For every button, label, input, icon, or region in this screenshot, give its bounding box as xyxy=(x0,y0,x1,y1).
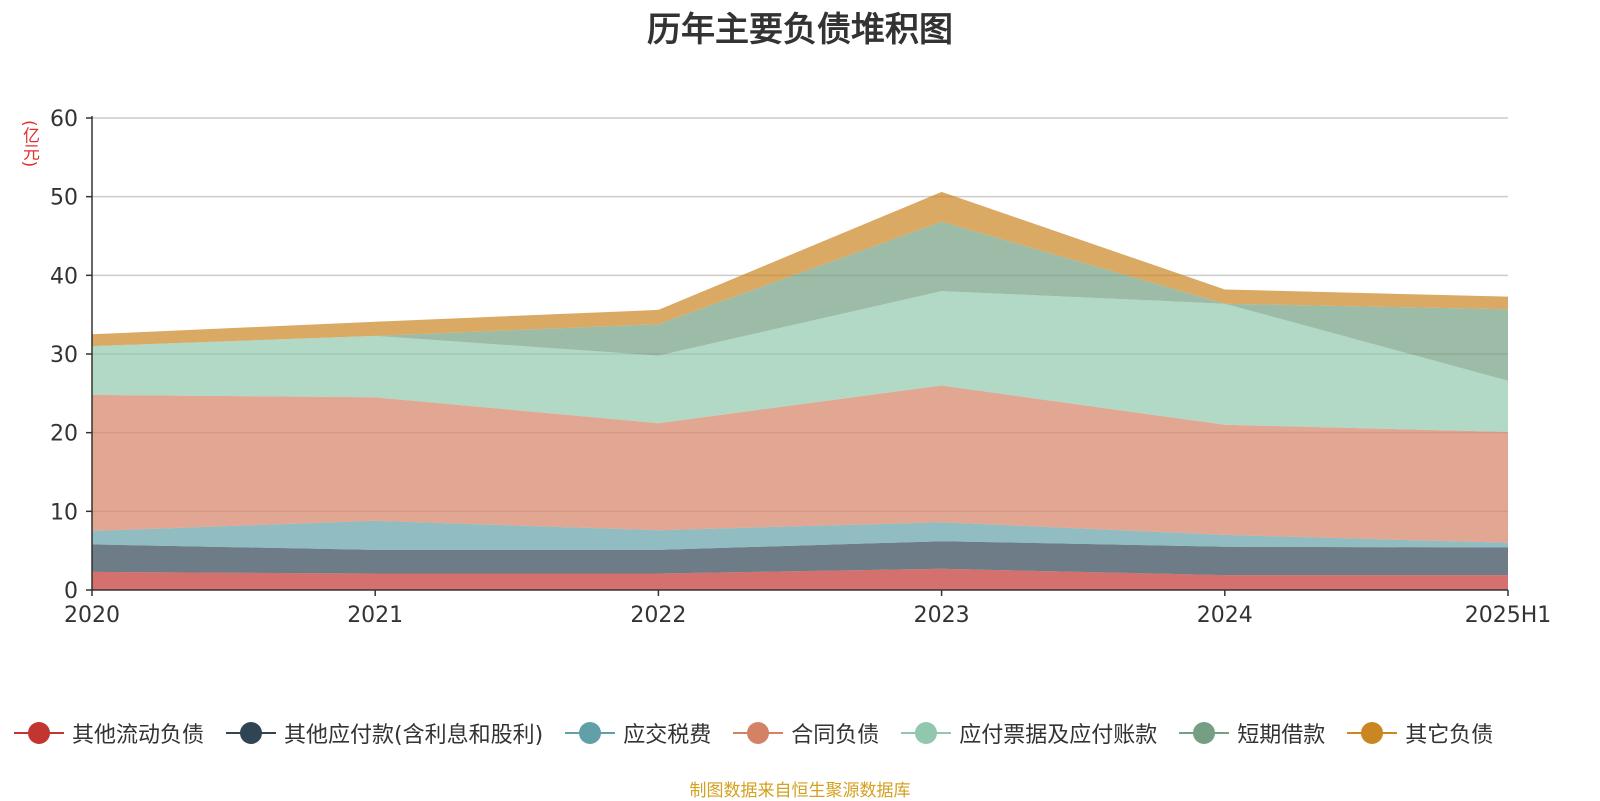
x-tick-label: 2025H1 xyxy=(1465,603,1552,628)
legend-label: 其它负债 xyxy=(1405,723,1494,748)
legend-label: 其他应付款(含利息和股利) xyxy=(284,723,544,748)
legend-label: 合同负债 xyxy=(791,723,880,748)
area-series-5 xyxy=(92,291,1508,432)
legend-item[interactable]: 合同负债 xyxy=(733,717,879,749)
x-tick-label: 2020 xyxy=(64,603,120,628)
legend-label: 其他流动负债 xyxy=(72,723,205,748)
y-tick-label: 30 xyxy=(50,343,78,368)
legend-item[interactable]: 其他流动负债 xyxy=(14,717,204,749)
legend-item[interactable]: 其他应付款(含利息和股利) xyxy=(226,717,543,749)
legend-item[interactable]: 应付票据及应付账款 xyxy=(901,717,1157,749)
legend-marker-icon xyxy=(901,721,952,745)
legend-item[interactable]: 短期借款 xyxy=(1179,717,1325,749)
legend-label: 应付票据及应付账款 xyxy=(959,723,1158,748)
y-tick-label: 60 xyxy=(50,107,78,132)
legend-label: 短期借款 xyxy=(1237,723,1326,748)
legend-marker-icon xyxy=(1179,721,1230,745)
y-tick-label: 10 xyxy=(50,500,78,525)
legend-label: 应交税费 xyxy=(623,723,712,748)
y-tick-label: 50 xyxy=(50,186,78,211)
x-tick-label: 2023 xyxy=(914,603,970,628)
area-series-2 xyxy=(92,541,1508,576)
y-tick-label: 0 xyxy=(64,579,78,604)
legend-marker-icon xyxy=(226,721,277,745)
area-series-3 xyxy=(92,520,1508,550)
area-series-layer xyxy=(92,191,1508,590)
y-tick-label: 20 xyxy=(50,422,78,447)
chart-title: 历年主要负债堆积图 xyxy=(647,10,953,50)
y-axis-unit-label: (亿元) xyxy=(19,120,39,168)
legend-item[interactable]: 其它负债 xyxy=(1347,717,1493,749)
legend: 其他流动负债 其他应付款(含利息和股利) 应交税费 合同负债 应付票据及应付账款 短期借款… xyxy=(14,716,1600,750)
area-series-1 xyxy=(92,568,1508,590)
legend-marker-icon xyxy=(1347,721,1398,745)
x-tick-label: 2024 xyxy=(1197,603,1253,628)
legend-marker-icon xyxy=(14,721,64,745)
legend-marker-icon xyxy=(733,721,784,745)
axes: 0 10 20 30 40 50 60 2020 2021 2022 2023 2024 2025H1 xyxy=(50,107,1551,628)
area-series-4 xyxy=(92,385,1508,543)
source-note: 制图数据来自恒生聚源数据库 xyxy=(689,781,911,801)
y-tick-label: 40 xyxy=(50,264,78,289)
area-series-7 xyxy=(92,191,1508,347)
x-tick-label: 2021 xyxy=(347,603,403,628)
legend-marker-icon xyxy=(565,721,616,745)
legend-item[interactable]: 应交税费 xyxy=(565,717,711,749)
x-tick-label: 2022 xyxy=(630,603,686,628)
area-series-6 xyxy=(92,221,1508,381)
